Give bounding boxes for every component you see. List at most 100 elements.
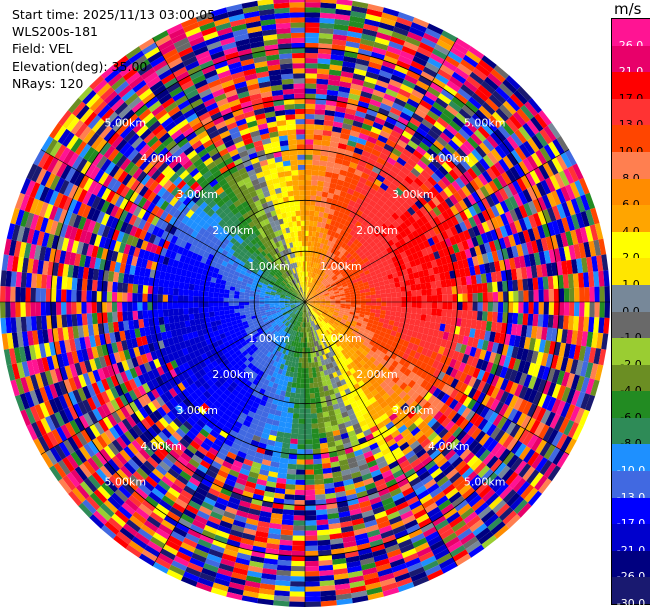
gate: [332, 243, 338, 250]
gate: [324, 171, 333, 178]
gate: [329, 306, 336, 309]
gate: [305, 566, 320, 572]
gate: [411, 112, 424, 123]
gate: [467, 167, 478, 180]
gate: [309, 297, 315, 301]
gate: [320, 0, 337, 4]
gate: [388, 320, 395, 326]
gate: [315, 303, 321, 305]
gate: [381, 97, 394, 107]
gate: [400, 251, 408, 259]
gate: [365, 298, 372, 302]
gate: [593, 348, 602, 365]
gate: [446, 286, 453, 295]
gate: [358, 132, 369, 141]
gate: [488, 240, 497, 252]
gate: [316, 274, 321, 280]
gate: [309, 303, 315, 306]
gate: [361, 247, 369, 254]
gate: [305, 159, 313, 165]
gate: [516, 347, 524, 360]
gate: [476, 392, 487, 404]
gate: [527, 362, 536, 376]
gate: [493, 332, 501, 344]
gate: [333, 116, 345, 123]
gate: [395, 225, 404, 234]
gate: [445, 278, 452, 288]
gate: [442, 128, 455, 140]
gate: [420, 224, 429, 234]
gate: [359, 272, 366, 278]
gate: [431, 295, 438, 302]
gate: [415, 127, 428, 138]
gate: [374, 313, 381, 318]
gate: [324, 114, 335, 122]
gate: [337, 142, 348, 150]
gate: [513, 397, 524, 411]
gate: [541, 223, 551, 238]
gate: [553, 302, 560, 316]
gate: [375, 309, 381, 314]
gate: [424, 212, 433, 222]
gate: [305, 300, 310, 302]
gate: [418, 122, 431, 134]
gate: [599, 302, 605, 318]
gate: [434, 273, 441, 282]
gate: [305, 241, 309, 247]
gate: [400, 166, 411, 176]
gate: [315, 509, 328, 516]
gate: [329, 182, 337, 190]
gate: [410, 135, 422, 146]
gate: [305, 286, 307, 292]
gate: [315, 200, 321, 207]
gate: [501, 171, 512, 186]
gate: [584, 225, 594, 242]
gate: [425, 261, 433, 270]
gate: [309, 295, 314, 299]
gate: [305, 489, 316, 496]
gate: [458, 362, 467, 373]
gate: [508, 195, 519, 209]
gate: [447, 183, 458, 195]
gate: [340, 248, 347, 255]
gate: [366, 276, 373, 282]
gate: [318, 38, 333, 45]
gate: [346, 233, 353, 241]
gate: [481, 340, 489, 351]
gate: [431, 48, 448, 60]
gate: [425, 349, 434, 358]
gate: [323, 261, 328, 267]
gate: [509, 114, 523, 130]
gate: [367, 103, 380, 113]
gate: [306, 292, 309, 298]
gate: [312, 291, 317, 296]
gate: [444, 172, 456, 184]
gate: [490, 229, 499, 241]
gate: [467, 387, 478, 399]
gate: [290, 571, 305, 577]
gate: [507, 312, 514, 324]
gate: [566, 259, 573, 275]
gate: [498, 158, 510, 172]
gate: [335, 281, 342, 286]
gate: [380, 293, 387, 298]
gate: [506, 152, 519, 167]
gate: [574, 407, 585, 424]
gate: [388, 334, 396, 342]
gate: [330, 59, 344, 66]
gate: [315, 98, 327, 105]
gate: [371, 195, 380, 204]
gate: [424, 275, 431, 283]
gate: [528, 375, 538, 390]
gate: [418, 256, 426, 265]
gate: [543, 302, 549, 315]
gate: [328, 311, 334, 315]
gate: [463, 140, 475, 153]
gate: [355, 304, 361, 308]
gate: [381, 302, 387, 307]
gate: [372, 46, 387, 56]
gate: [532, 314, 539, 327]
gate: [406, 355, 414, 363]
gate: [327, 192, 334, 199]
gate: [436, 287, 443, 296]
